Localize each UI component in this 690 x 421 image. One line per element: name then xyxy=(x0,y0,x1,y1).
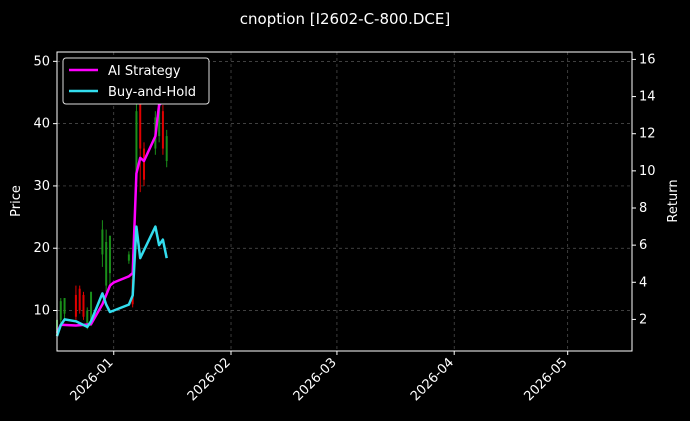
y-tick-label-right: 2 xyxy=(639,312,647,327)
y-tick-label-left: 10 xyxy=(33,304,50,319)
y-tick-label-right: 12 xyxy=(639,127,656,142)
candle-body xyxy=(63,298,66,314)
candle-body xyxy=(74,294,77,317)
series-line-buy-and-hold xyxy=(55,225,168,337)
candle-body xyxy=(59,301,62,320)
candle-body xyxy=(139,92,142,149)
x-tick-label: 2026-05 xyxy=(521,355,570,404)
x-tick-label: 2026-02 xyxy=(185,355,234,404)
candle-body xyxy=(105,241,108,286)
chart-title: cnoption [I2602-C-800.DCE] xyxy=(240,10,450,28)
candle-body xyxy=(127,254,130,261)
y-tick-label-left: 20 xyxy=(33,241,50,256)
y-tick-label-right: 16 xyxy=(639,52,656,67)
candle-body xyxy=(108,235,111,274)
y-tick-label-right: 8 xyxy=(639,201,647,216)
y-tick-label-left: 30 xyxy=(33,179,50,194)
plot-frame xyxy=(56,51,633,352)
candle-body xyxy=(82,294,85,317)
y-tick-label-left: 40 xyxy=(33,117,50,132)
legend-box xyxy=(62,57,210,105)
candle-body xyxy=(135,111,138,174)
y-axis-label-right: Return xyxy=(666,179,681,222)
candle-body xyxy=(143,148,146,180)
series-lines xyxy=(55,89,168,337)
candle-body xyxy=(101,229,104,255)
legend: AI Strategy Buy-and-Hold xyxy=(62,57,210,105)
y-tick-label-right: 4 xyxy=(639,275,647,290)
x-tick-label: 2026-01 xyxy=(68,355,117,404)
candle-body xyxy=(161,111,164,149)
x-tick-label: 2026-03 xyxy=(291,355,340,404)
x-tick-label: 2026-04 xyxy=(408,355,457,404)
legend-label-ai-strategy: AI Strategy xyxy=(108,64,181,79)
y-tick-label-right: 10 xyxy=(639,164,656,179)
y-tick-label-right: 14 xyxy=(639,90,656,105)
candle-body xyxy=(90,291,93,320)
candle-body xyxy=(86,310,89,327)
candle-body xyxy=(165,136,168,162)
y-axis-label-left: Price xyxy=(9,185,24,217)
candle-body xyxy=(78,288,81,311)
series-line-ai-strategy xyxy=(55,89,168,334)
y-tick-label-left: 50 xyxy=(33,54,50,69)
legend-label-buy-and-hold: Buy-and-Hold xyxy=(108,85,196,100)
y-tick-label-right: 6 xyxy=(639,238,647,253)
